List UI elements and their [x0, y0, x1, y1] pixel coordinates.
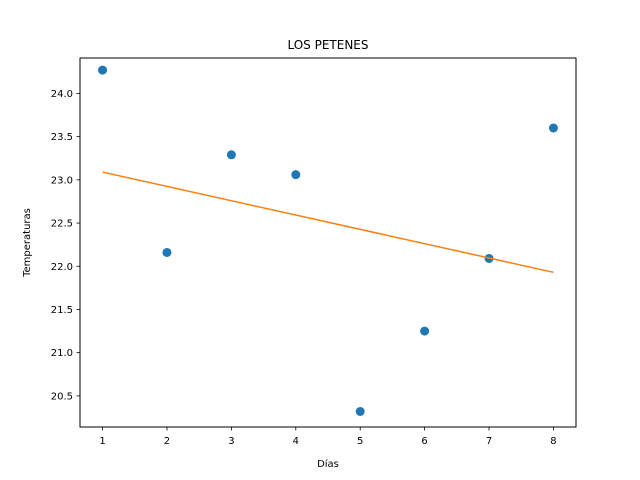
data-point	[291, 170, 301, 180]
x-tick-label: 8	[550, 436, 556, 447]
data-point	[162, 247, 172, 257]
x-tick-label: 2	[164, 436, 170, 447]
x-tick-label: 3	[228, 436, 234, 447]
y-tick-label: 22.0	[51, 262, 73, 273]
data-point	[420, 326, 430, 336]
ticks-layer: 1 2 3 4 5 6 7 8 20.5 21.0 21.5 22.0 22.5 23.0 23.5 24.0	[51, 89, 557, 447]
chart-title: LOS PETENES	[287, 38, 368, 52]
x-tick-label: 1	[99, 436, 105, 447]
data-point	[226, 150, 236, 160]
x-tick-label: 4	[293, 436, 299, 447]
y-tick-label: 23.0	[51, 175, 73, 186]
y-tick-label: 21.5	[51, 305, 73, 316]
x-tick-label: 6	[421, 436, 427, 447]
y-tick-label: 21.0	[51, 348, 73, 359]
x-axis-label: Días	[317, 458, 339, 470]
y-tick-label: 20.5	[51, 391, 73, 402]
data-point	[98, 65, 108, 75]
trend-line	[102, 171, 554, 274]
x-tick-label: 7	[486, 436, 492, 447]
plot-layer	[98, 65, 558, 416]
y-tick-label: 22.5	[51, 219, 73, 230]
data-point	[548, 123, 558, 133]
x-tick-label: 5	[357, 436, 363, 447]
y-tick-label: 23.5	[51, 132, 73, 143]
data-point	[355, 406, 365, 416]
plot-frame	[79, 57, 577, 428]
y-tick-label: 24.0	[51, 89, 73, 100]
y-axis-label: Temperaturas	[22, 208, 33, 278]
